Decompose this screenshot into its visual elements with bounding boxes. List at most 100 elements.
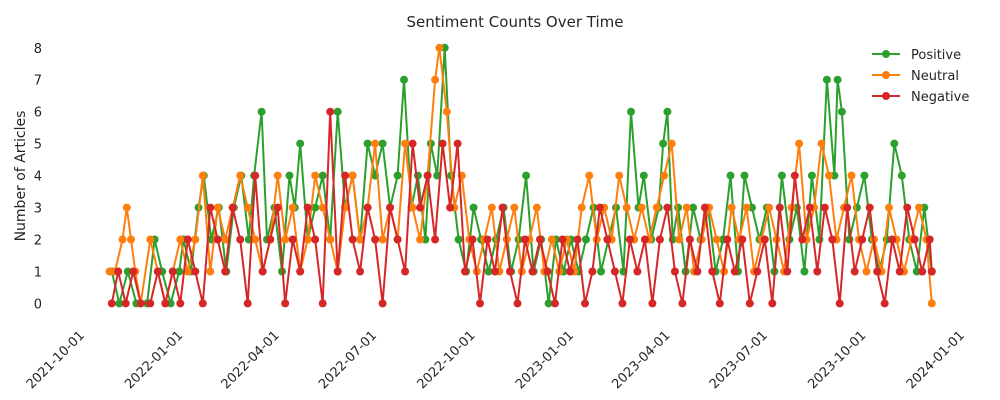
data-point-positive: [582, 235, 590, 244]
data-point-neutral: [356, 235, 365, 244]
data-point-negative: [129, 267, 138, 276]
data-point-negative: [873, 267, 882, 276]
data-point-negative: [790, 171, 799, 180]
legend-label: Neutral: [911, 69, 959, 84]
data-point-negative: [176, 299, 185, 308]
data-point-negative: [543, 267, 552, 276]
data-point-negative: [146, 299, 155, 308]
data-point-neutral: [915, 203, 923, 212]
data-point-positive: [469, 203, 478, 212]
y-axis-ticks: 0 1 2 3 4 5 6 7 8: [34, 42, 42, 313]
data-point-neutral: [532, 203, 541, 212]
data-point-negative: [603, 235, 612, 244]
data-point-positive: [285, 171, 294, 180]
data-point-negative: [573, 235, 582, 244]
data-point-neutral: [146, 235, 155, 244]
data-point-neutral: [303, 235, 312, 244]
data-point-positive: [860, 171, 869, 180]
x-tick-label: 2022-10-01: [415, 328, 479, 392]
data-point-positive: [659, 139, 668, 148]
data-point-negative: [640, 235, 649, 244]
data-point-negative: [588, 267, 597, 276]
data-point-negative: [198, 299, 207, 308]
data-point-negative: [835, 299, 844, 308]
data-point-negative: [843, 203, 852, 212]
data-point-positive: [689, 203, 698, 212]
data-point-negative: [895, 267, 904, 276]
data-point-neutral: [326, 235, 335, 244]
data-point-negative: [221, 267, 230, 276]
data-point-negative: [663, 203, 672, 212]
data-point-neutral: [675, 235, 684, 244]
data-point-neutral: [371, 139, 380, 148]
legend-marker-swatch: [882, 50, 890, 58]
data-point-neutral: [281, 235, 290, 244]
data-point-negative: [341, 171, 350, 180]
data-point-positive: [833, 75, 842, 84]
data-point-neutral: [547, 235, 556, 244]
data-point-neutral: [682, 203, 691, 212]
data-point-negative: [903, 203, 912, 212]
data-point-negative: [595, 203, 604, 212]
data-point-negative: [715, 299, 724, 308]
data-point-neutral: [615, 171, 624, 180]
legend: Positive Neutral Negative: [872, 48, 969, 105]
data-point-negative: [468, 235, 477, 244]
data-point-positive: [663, 107, 672, 116]
data-point-positive: [175, 267, 184, 276]
data-point-positive: [597, 267, 605, 276]
data-point-neutral: [817, 139, 826, 148]
data-point-positive: [393, 171, 402, 180]
data-point-positive: [311, 203, 320, 212]
x-tick-label: 2021-10-01: [24, 328, 88, 392]
data-point-positive: [484, 267, 493, 276]
data-point-negative: [363, 203, 372, 212]
legend-marker-swatch: [882, 71, 890, 79]
data-point-neutral: [118, 235, 127, 244]
data-point-positive: [639, 171, 648, 180]
data-point-negative: [693, 267, 702, 276]
data-point-neutral: [191, 235, 200, 244]
data-point-neutral: [348, 171, 357, 180]
data-point-positive: [400, 75, 408, 84]
data-point-positive: [257, 107, 266, 116]
data-point-negative: [258, 267, 267, 276]
data-point-negative: [910, 235, 919, 244]
data-point-positive: [115, 299, 124, 308]
data-point-negative: [266, 235, 275, 244]
data-point-positive: [544, 299, 553, 308]
data-point-neutral: [637, 203, 646, 212]
data-point-neutral: [236, 171, 245, 180]
data-point-negative: [121, 299, 130, 308]
data-point-positive: [897, 171, 906, 180]
data-point-negative: [461, 267, 469, 276]
y-tick-label: 6: [34, 106, 42, 121]
data-point-negative: [745, 299, 754, 308]
data-point-negative: [136, 299, 145, 308]
data-point-negative: [670, 267, 679, 276]
data-point-positive: [807, 171, 816, 180]
data-point-neutral: [431, 75, 440, 84]
data-point-negative: [228, 203, 237, 212]
data-point-negative: [865, 203, 874, 212]
x-tick-label: 2022-07-01: [316, 328, 380, 392]
data-point-neutral: [667, 139, 676, 148]
legend-item-neutral: Neutral: [872, 69, 959, 84]
data-point-positive: [333, 107, 342, 116]
data-point-neutral: [825, 171, 833, 180]
data-point-neutral: [765, 203, 774, 212]
data-point-negative: [783, 267, 792, 276]
data-point-negative: [213, 235, 222, 244]
data-point-negative: [311, 235, 320, 244]
x-tick-label: 2023-07-01: [707, 328, 771, 392]
y-tick-label: 2: [34, 234, 42, 249]
data-point-negative: [401, 267, 410, 276]
data-point-negative: [521, 235, 529, 244]
legend-item-positive: Positive: [872, 48, 961, 63]
data-point-negative: [206, 203, 215, 212]
data-point-negative: [483, 235, 492, 244]
data-point-positive: [822, 75, 831, 84]
y-tick-label: 3: [34, 202, 42, 217]
data-point-negative: [536, 235, 544, 244]
